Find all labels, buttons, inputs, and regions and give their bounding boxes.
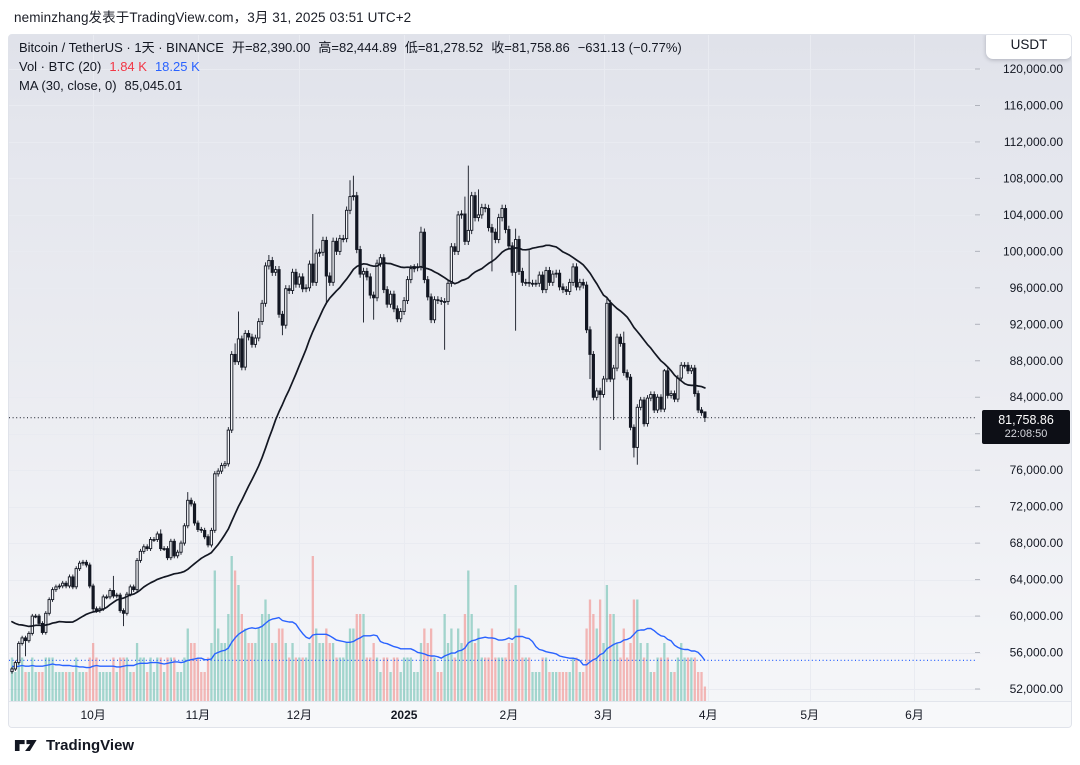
- svg-text:120,000.00: 120,000.00: [1003, 62, 1063, 76]
- svg-text:84,000.00: 84,000.00: [1010, 390, 1064, 404]
- svg-text:108,000.00: 108,000.00: [1003, 171, 1063, 185]
- svg-text:100,000.00: 100,000.00: [1003, 244, 1063, 258]
- ohlc-high: 高=82,444.89: [318, 40, 397, 55]
- svg-text:12月: 12月: [287, 708, 312, 722]
- svg-text:112,000.00: 112,000.00: [1004, 135, 1063, 149]
- svg-text:64,000.00: 64,000.00: [1010, 573, 1064, 587]
- svg-text:6月: 6月: [905, 708, 924, 722]
- svg-text:3月: 3月: [594, 708, 613, 722]
- svg-text:92,000.00: 92,000.00: [1010, 317, 1064, 331]
- candlestick-chart[interactable]: 120,000.00 116,000.00 112,000.00 108,000.00…: [9, 35, 1071, 727]
- ohlc-low: 低=81,278.52: [404, 40, 484, 55]
- svg-text:52,000.00: 52,000.00: [1010, 682, 1064, 696]
- ohlc-close: 收=81,758.86: [491, 40, 570, 55]
- time-axis: 10月 11月 12月 2025 2月 3月 4月 5月 6月: [80, 708, 923, 722]
- legend-symbol-row: Bitcoin / TetherUS · 1天 · BINANCE 开=82,39…: [19, 38, 690, 57]
- svg-text:72,000.00: 72,000.00: [1010, 500, 1064, 514]
- price-change: −631.13 (−0.77%): [577, 40, 682, 55]
- ma-value: 85,045.01: [124, 78, 183, 93]
- volume-ma-value: 18.25 K: [154, 59, 200, 74]
- last-price-axis-label: 81,758.86 22:08:50: [982, 410, 1070, 444]
- ma-indicator-label[interactable]: MA (30, close, 0): [19, 78, 117, 93]
- symbol-title[interactable]: Bitcoin / TetherUS · 1天 · BINANCE: [19, 40, 224, 55]
- tradingview-wordmark[interactable]: TradingView: [46, 737, 135, 754]
- svg-text:56,000.00: 56,000.00: [1010, 646, 1064, 660]
- tradingview-logo-icon[interactable]: [14, 738, 38, 753]
- grid: [9, 35, 981, 701]
- svg-text:11月: 11月: [186, 708, 210, 722]
- svg-text:116,000.00: 116,000.00: [1004, 98, 1063, 112]
- price-ma-line: [11, 244, 706, 628]
- ohlc-open: 开=82,390.00: [231, 40, 311, 55]
- volume-current-value: 1.84 K: [109, 59, 147, 74]
- bar-close-countdown: 22:08:50: [1004, 428, 1048, 440]
- chart-legend: Bitcoin / TetherUS · 1天 · BINANCE 开=82,39…: [19, 38, 690, 95]
- svg-text:96,000.00: 96,000.00: [1010, 281, 1064, 295]
- volume-ma-line: [11, 616, 706, 669]
- svg-text:60,000.00: 60,000.00: [1010, 609, 1064, 623]
- svg-text:68,000.00: 68,000.00: [1010, 536, 1064, 550]
- svg-text:104,000.00: 104,000.00: [1003, 208, 1063, 222]
- svg-text:2月: 2月: [500, 708, 519, 722]
- volume-bars: [10, 556, 707, 701]
- volume-indicator-label[interactable]: Vol · BTC (20): [19, 59, 102, 74]
- last-price-value: 81,758.86: [998, 413, 1054, 427]
- svg-text:2025: 2025: [391, 708, 418, 722]
- currency-toggle-button[interactable]: USDT: [986, 35, 1071, 59]
- footer: TradingView: [14, 737, 134, 754]
- svg-text:5月: 5月: [800, 708, 819, 722]
- svg-text:10月: 10月: [80, 708, 105, 722]
- byline-text[interactable]: neminzhang发表于TradingView.com，3月 31, 2025…: [14, 10, 412, 25]
- byline: neminzhang发表于TradingView.com，3月 31, 2025…: [14, 6, 411, 26]
- svg-text:76,000.00: 76,000.00: [1010, 463, 1064, 477]
- legend-volume-row: Vol · BTC (20) 1.84 K 18.25 K: [19, 57, 690, 76]
- legend-ma-row: MA (30, close, 0) 85,045.01: [19, 76, 690, 95]
- svg-text:4月: 4月: [699, 708, 718, 722]
- candles: [10, 165, 707, 674]
- price-axis: 120,000.00 116,000.00 112,000.00 108,000.00…: [975, 62, 1063, 696]
- chart-card: 120,000.00 116,000.00 112,000.00 108,000.00…: [8, 34, 1072, 728]
- svg-text:88,000.00: 88,000.00: [1010, 354, 1064, 368]
